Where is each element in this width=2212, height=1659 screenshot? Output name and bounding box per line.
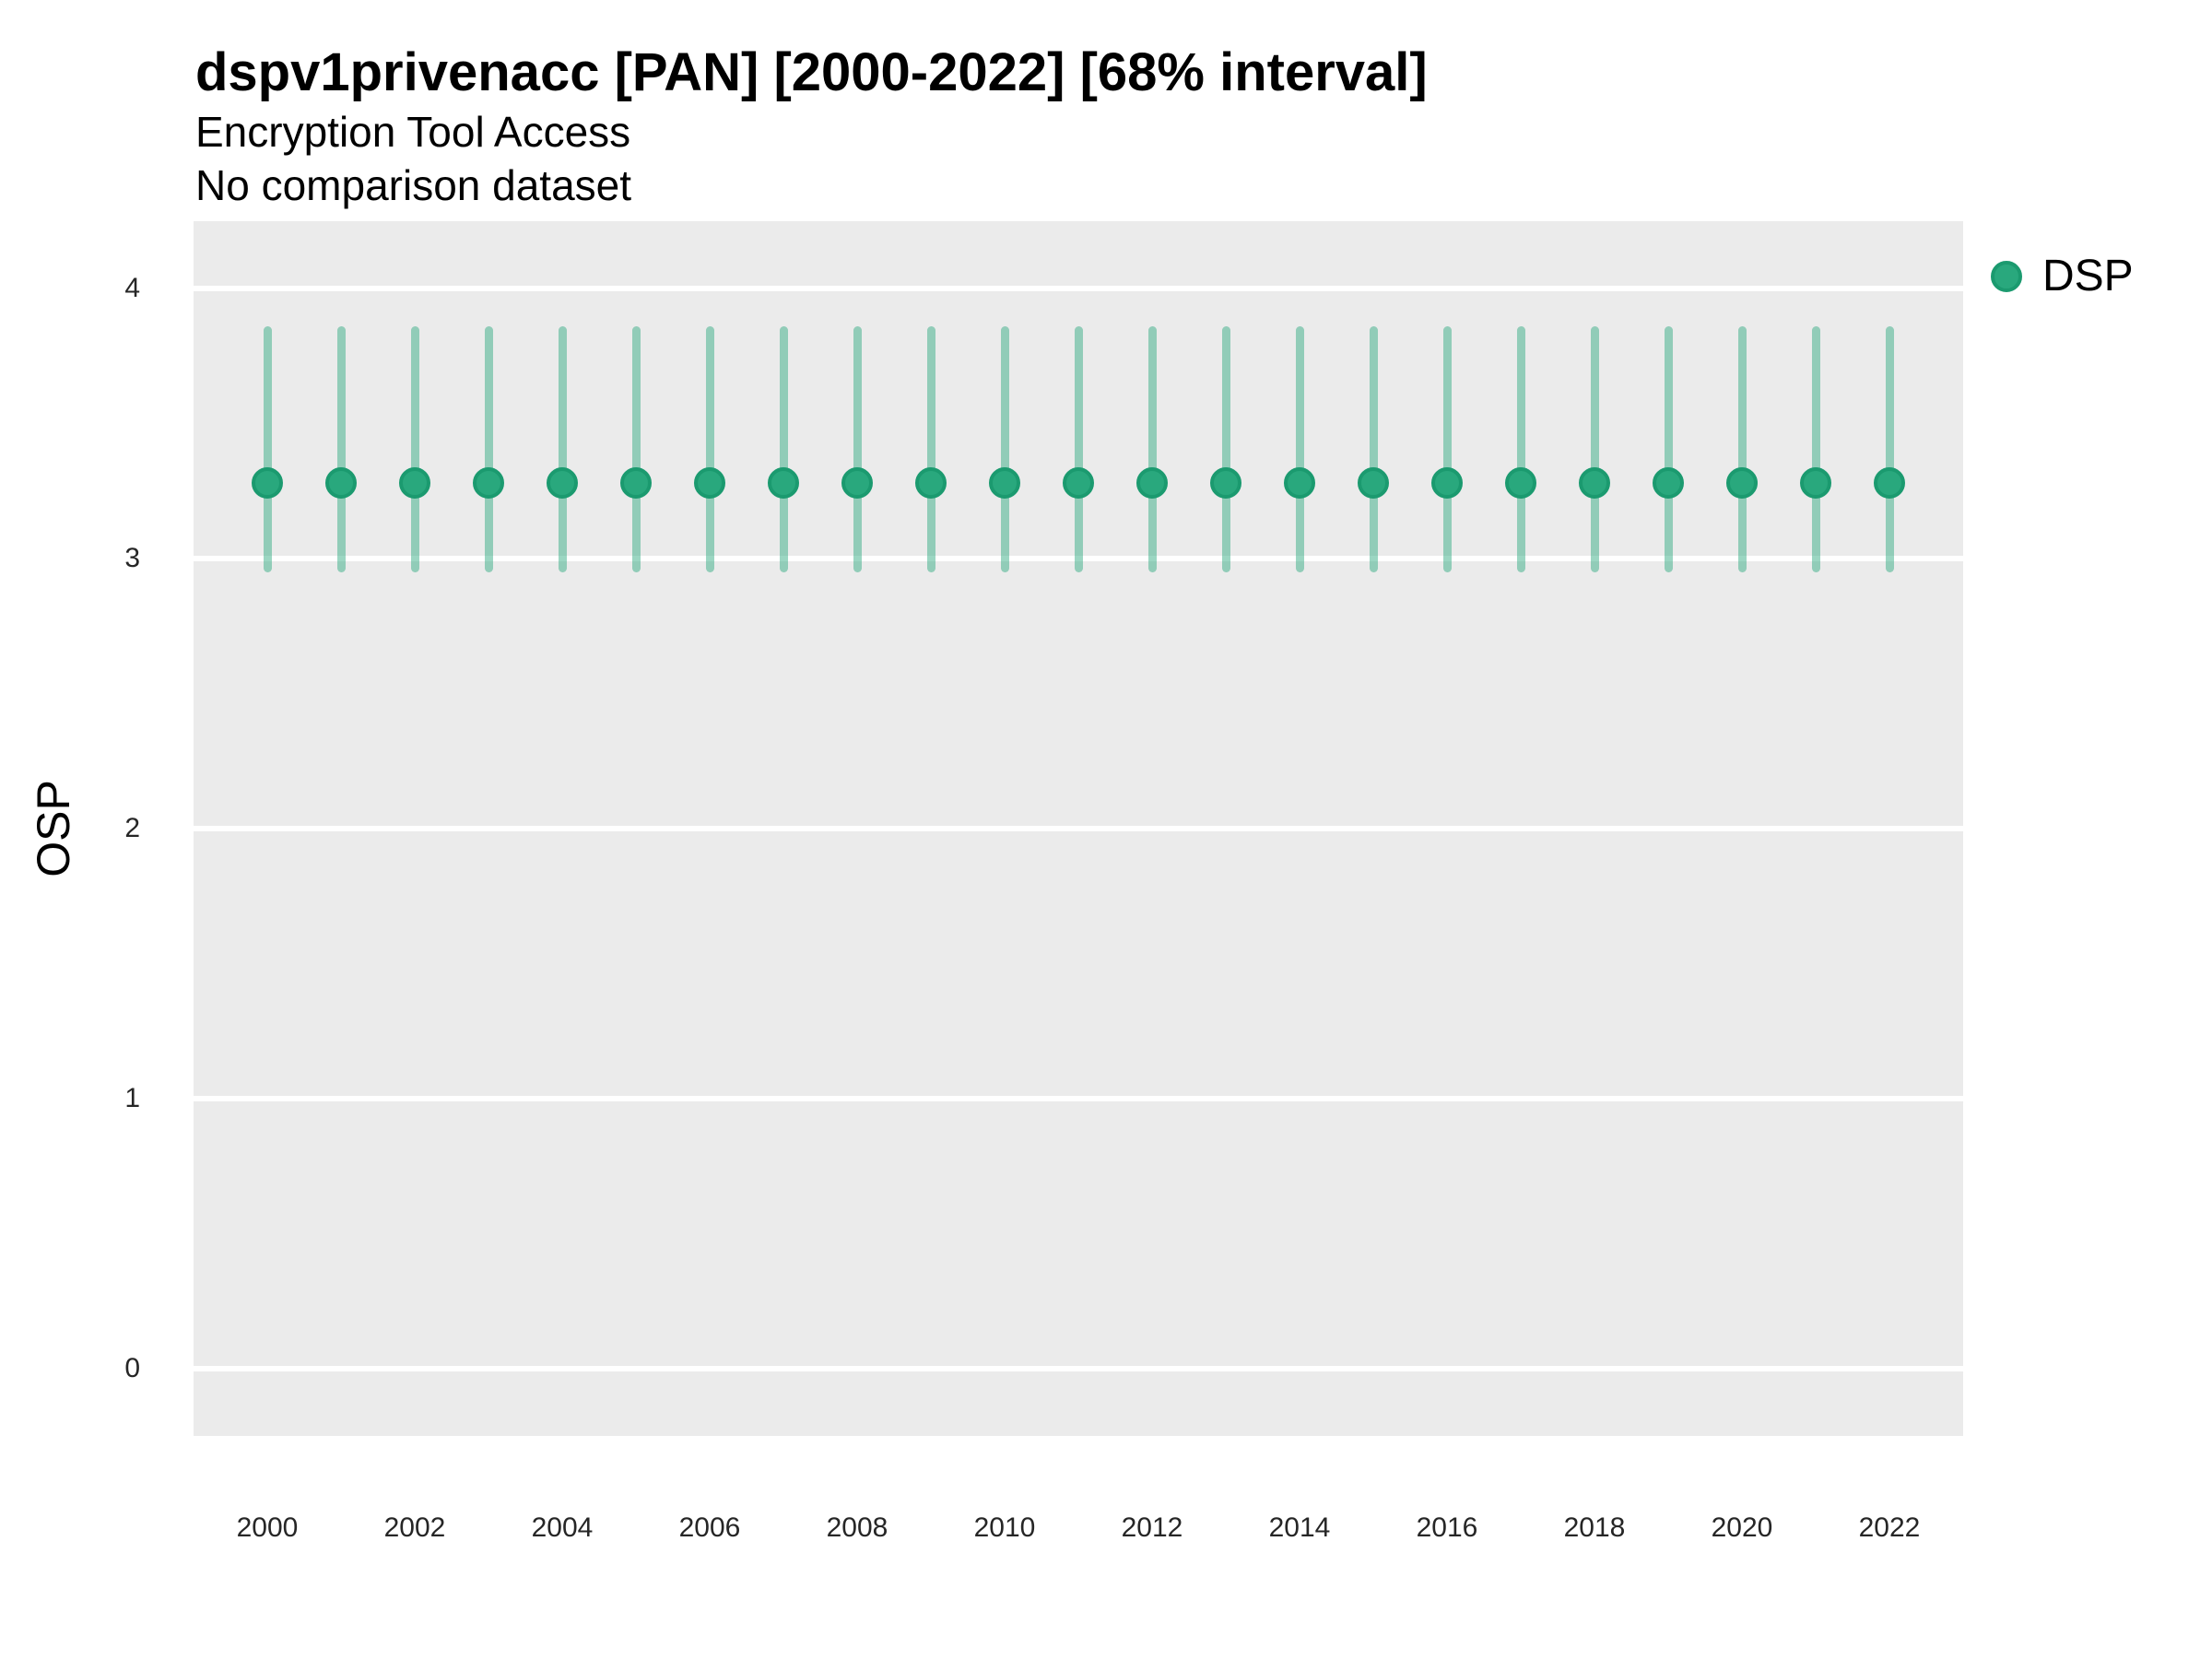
x-tick-label: 2008	[826, 1512, 888, 1543]
x-tick-label: 2010	[973, 1512, 1036, 1543]
interval-bar	[263, 326, 272, 572]
y-tick-label: 3	[124, 543, 140, 574]
gridline-y-3	[194, 556, 1963, 562]
interval-bar	[1737, 326, 1747, 572]
gridline-y-0	[194, 1365, 1963, 1371]
data-point	[325, 467, 357, 500]
legend-label: DSP	[2042, 252, 2134, 300]
interval-bar	[484, 326, 493, 572]
interval-bar	[1885, 326, 1894, 572]
x-tick-label: 2020	[1711, 1512, 1773, 1543]
x-tick-label: 2016	[1416, 1512, 1478, 1543]
interval-bar	[1590, 326, 1599, 572]
data-point	[1431, 467, 1463, 500]
interval-bar	[1811, 326, 1820, 572]
y-tick-label: 1	[124, 1082, 140, 1113]
data-point	[1579, 467, 1610, 500]
interval-bar	[1147, 326, 1157, 572]
interval-bar	[558, 326, 567, 572]
x-tick-label: 2022	[1858, 1512, 1921, 1543]
interval-bar	[1295, 326, 1304, 572]
x-tick-label: 2012	[1121, 1512, 1183, 1543]
x-tick-label: 2014	[1268, 1512, 1331, 1543]
x-tick-label: 2004	[531, 1512, 594, 1543]
data-point	[1136, 467, 1168, 500]
gridline-y-1	[194, 1095, 1963, 1101]
gridline-y-4	[194, 286, 1963, 292]
interval-bar	[410, 326, 419, 572]
data-point	[694, 467, 725, 500]
data-point	[473, 467, 504, 500]
interval-bar	[926, 326, 935, 572]
data-point	[399, 467, 430, 500]
data-point	[1210, 467, 1241, 500]
data-point	[1653, 467, 1684, 500]
gridline-y-2	[194, 826, 1963, 831]
x-tick-label: 2006	[678, 1512, 741, 1543]
interval-bar	[1369, 326, 1378, 572]
interval-bar	[1221, 326, 1230, 572]
data-point	[989, 467, 1020, 500]
data-point	[1505, 467, 1536, 500]
data-point	[841, 467, 873, 500]
chart-title: dspv1privenacc [PAN] [2000-2022] [68% in…	[195, 42, 1428, 102]
interval-bar	[1000, 326, 1009, 572]
data-point	[768, 467, 799, 500]
interval-bar	[336, 326, 346, 572]
chart-subtitle: Encryption Tool Access	[195, 108, 631, 156]
x-tick-label: 2018	[1563, 1512, 1626, 1543]
data-point	[252, 467, 283, 500]
data-point	[620, 467, 652, 500]
y-tick-label: 4	[124, 273, 140, 304]
interval-bar	[1074, 326, 1083, 572]
x-tick-label: 2002	[383, 1512, 446, 1543]
legend: DSP	[1991, 254, 2134, 299]
y-tick-label: 2	[124, 813, 140, 843]
interval-bar	[779, 326, 788, 572]
interval-bar	[705, 326, 714, 572]
interval-bar	[1664, 326, 1673, 572]
comparison-note: No comparison dataset	[195, 161, 632, 209]
data-point	[1063, 467, 1094, 500]
y-tick-label: 0	[124, 1352, 140, 1383]
data-point	[915, 467, 947, 500]
legend-point-icon	[1991, 261, 2022, 292]
interval-bar	[631, 326, 641, 572]
interval-bar	[1516, 326, 1525, 572]
interval-bar	[1442, 326, 1452, 572]
data-point	[1800, 467, 1831, 500]
data-point	[547, 467, 578, 500]
data-point	[1874, 467, 1905, 500]
data-point	[1726, 467, 1758, 500]
data-point	[1284, 467, 1315, 500]
x-tick-label: 2000	[236, 1512, 299, 1543]
data-point	[1358, 467, 1389, 500]
interval-bar	[853, 326, 862, 572]
